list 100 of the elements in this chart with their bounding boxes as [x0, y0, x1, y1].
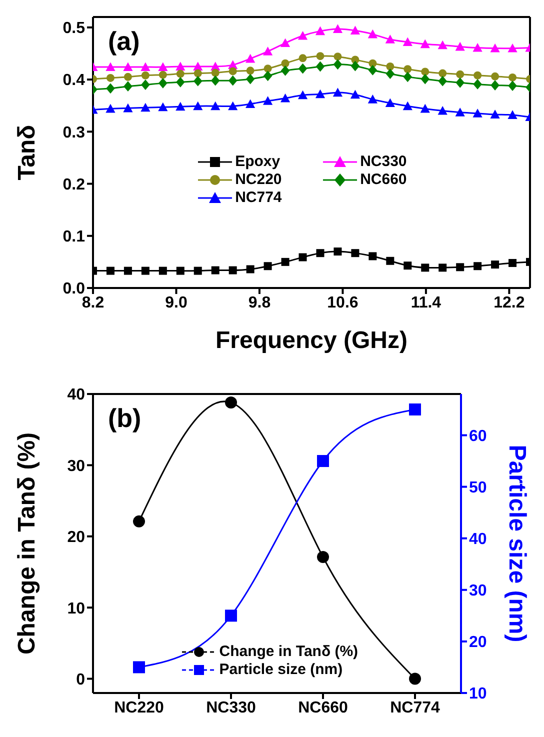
point	[210, 75, 220, 86]
point	[194, 266, 202, 275]
point	[316, 52, 324, 60]
x-tick-label: 9.0	[165, 294, 188, 312]
point	[106, 74, 114, 82]
point	[333, 59, 342, 70]
y-tick-label: 30	[67, 458, 86, 475]
y2-tick-label: 30	[469, 582, 487, 600]
point	[350, 90, 360, 99]
y-axis-title: Change in Tanδ (%)	[14, 432, 41, 655]
point	[193, 101, 203, 110]
y-tick-label: 0.2	[62, 176, 86, 194]
point	[472, 42, 482, 52]
x-tick-label: NC774	[390, 699, 440, 716]
point	[263, 96, 273, 105]
point	[386, 68, 395, 80]
point	[456, 263, 464, 272]
point	[176, 102, 186, 111]
x-axis-title: Frequency (GHz)	[215, 327, 408, 354]
point	[386, 62, 394, 71]
point	[158, 62, 168, 72]
point	[140, 102, 150, 112]
point	[316, 61, 325, 72]
point	[472, 108, 482, 118]
legend-label: NC330	[360, 152, 407, 171]
y2-tick-label: 60	[469, 428, 487, 445]
point	[409, 403, 421, 416]
point	[228, 67, 237, 76]
point	[211, 266, 220, 274]
point	[280, 65, 290, 76]
point	[332, 88, 343, 97]
point	[141, 266, 150, 275]
point	[438, 69, 447, 78]
point	[368, 29, 378, 38]
y2-axis-title: Particle size (nm)	[503, 444, 530, 642]
point	[246, 74, 255, 84]
point	[455, 42, 465, 51]
point	[508, 110, 518, 119]
point	[158, 266, 167, 275]
point	[158, 78, 168, 88]
legend-label: NC220	[235, 170, 282, 189]
x-tick-label: 9.8	[248, 294, 271, 312]
point	[298, 63, 308, 74]
y-tick-label: 0.4	[62, 72, 86, 90]
point	[263, 46, 273, 56]
y2-tick-label: 50	[469, 479, 487, 496]
point	[264, 64, 272, 73]
point	[368, 64, 378, 76]
point	[228, 75, 238, 86]
annotation: (b)	[108, 403, 142, 434]
point	[474, 71, 482, 80]
point	[133, 661, 145, 674]
point	[334, 52, 342, 61]
point	[490, 110, 500, 118]
point	[158, 70, 167, 79]
annotation: (a)	[108, 26, 140, 57]
point	[246, 265, 254, 274]
point	[456, 70, 464, 78]
point	[176, 76, 185, 88]
point	[124, 72, 132, 81]
y-tick-label: 0	[76, 671, 86, 688]
point	[225, 396, 237, 409]
point	[316, 249, 324, 258]
point	[438, 40, 448, 50]
y-tick-label: 20	[67, 529, 86, 546]
point	[246, 54, 256, 63]
point	[281, 59, 290, 68]
x-tick-label: NC330	[206, 699, 256, 716]
point	[298, 30, 308, 40]
point	[350, 26, 360, 35]
point	[176, 266, 184, 275]
y-tick-label: 40	[67, 386, 86, 404]
y2-tick-label: 20	[469, 634, 487, 652]
point	[315, 89, 326, 98]
point	[264, 262, 272, 270]
point	[403, 72, 412, 82]
point	[404, 262, 412, 270]
y-tick-label: 10	[67, 600, 86, 618]
point	[385, 34, 395, 44]
point	[438, 76, 447, 86]
point	[228, 101, 238, 110]
point	[158, 102, 168, 112]
point	[298, 54, 307, 62]
point	[124, 81, 132, 92]
point	[298, 90, 308, 100]
x-tick-label: NC220	[114, 699, 164, 716]
point	[298, 253, 307, 262]
point	[228, 266, 237, 274]
point	[421, 264, 430, 272]
point	[315, 26, 326, 36]
point	[368, 252, 377, 260]
point	[317, 551, 329, 564]
point	[194, 69, 202, 78]
legend-label: Change in Tanδ (%)	[219, 643, 358, 661]
point	[106, 83, 115, 94]
point	[404, 65, 412, 74]
point	[123, 103, 133, 112]
point	[106, 62, 116, 72]
legend-label: Particle size (nm)	[219, 661, 343, 679]
point	[508, 258, 517, 267]
